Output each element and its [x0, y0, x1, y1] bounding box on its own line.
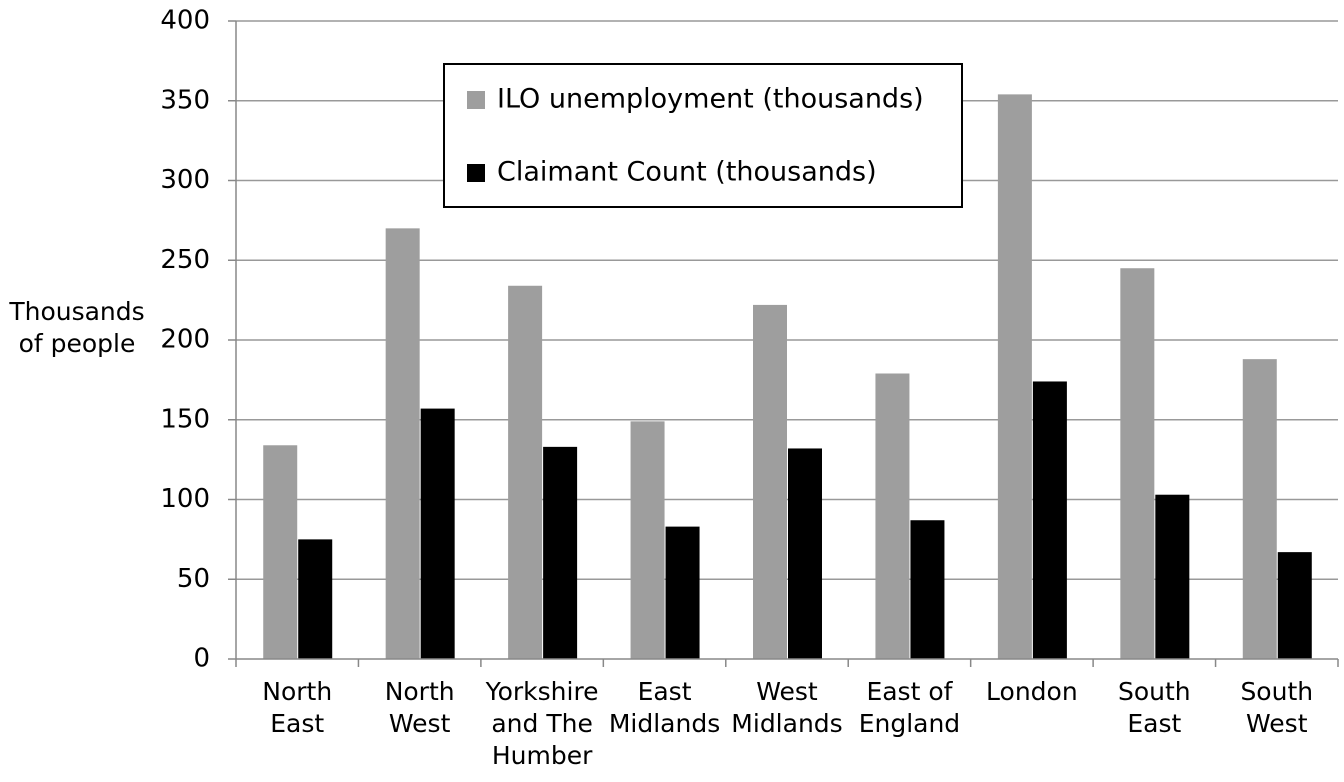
y-tick-label: 250 [160, 245, 210, 275]
x-tick-label: West Midlands [731, 677, 843, 738]
x-tick-label-box: North East [262, 677, 333, 738]
legend-label: ILO unemployment (thousands) [497, 84, 924, 115]
bar [1277, 552, 1312, 659]
bar [753, 304, 787, 659]
x-tick-label-box: Yorkshire and The Humber [485, 677, 599, 770]
x-tick-label-box: East of England [858, 677, 961, 738]
y-tick-label: 350 [160, 85, 210, 115]
bar [263, 445, 298, 659]
bar [665, 526, 700, 659]
bar [1032, 381, 1067, 659]
bar [1155, 494, 1190, 659]
legend-label: Claimant Count (thousands) [497, 157, 877, 188]
x-tick-label: London [986, 677, 1078, 706]
x-tick-label: North West [384, 677, 455, 738]
legend-box [443, 63, 963, 208]
bar [1242, 359, 1277, 659]
x-tick-label: South West [1240, 677, 1314, 738]
y-axis-label: Thousands of people [9, 297, 145, 358]
y-tick-label: 50 [177, 564, 210, 594]
legend-swatch [467, 164, 485, 182]
y-tick-label: 200 [160, 325, 210, 355]
y-tick-label: 300 [160, 165, 210, 195]
bar [385, 228, 420, 659]
x-tick-label-box: North West [384, 677, 455, 738]
x-tick-label: South East [1118, 677, 1191, 738]
bar [875, 373, 910, 659]
x-tick-label-box: West Midlands [731, 677, 843, 738]
bar [508, 285, 543, 659]
y-tick-label: 0 [193, 644, 210, 674]
bar [1120, 268, 1155, 659]
bar [997, 94, 1032, 660]
y-tick-label: 400 [160, 6, 210, 36]
y-tick-label: 150 [160, 404, 210, 434]
bar [420, 408, 455, 659]
x-tick-label-box: East Midlands [608, 677, 721, 738]
bar [298, 539, 333, 659]
x-tick-label-box: South West [1240, 677, 1314, 738]
x-tick-label: East of England [858, 677, 961, 738]
bar [910, 520, 945, 659]
x-tick-label: North East [262, 677, 333, 738]
y-axis-label-box: Thousands of people [9, 297, 145, 358]
x-tick-label-box: South East [1118, 677, 1191, 738]
bar [788, 448, 822, 659]
bar [630, 421, 665, 659]
y-tick-label: 100 [160, 484, 210, 514]
bar [543, 446, 578, 659]
x-tick-label: East Midlands [608, 677, 721, 738]
x-tick-label: Yorkshire and The Humber [485, 677, 599, 770]
legend-swatch [467, 91, 485, 109]
x-tick-label-box: London [986, 677, 1078, 706]
